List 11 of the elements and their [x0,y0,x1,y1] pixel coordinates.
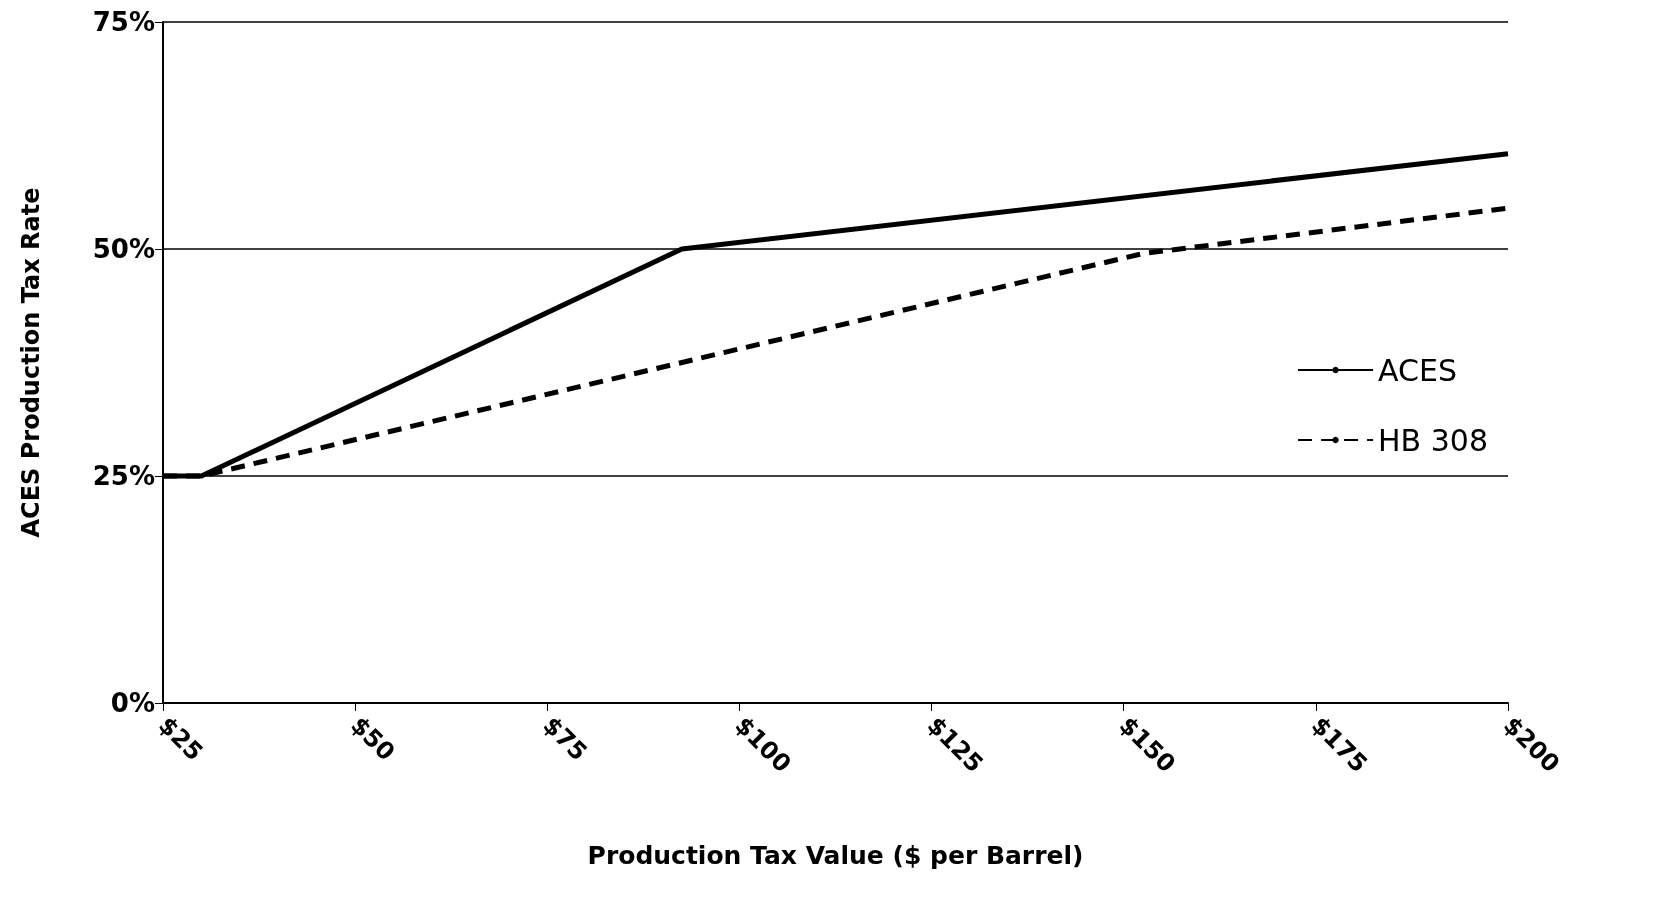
y-tick-label: 50% [92,234,155,264]
legend-label: HB 308 [1378,422,1488,458]
y-tick-label: 0% [110,688,155,718]
y-axis-title: ACES Production Tax Rate [17,187,45,538]
x-tick-label: $75 [537,711,593,767]
y-tick-label: 25% [92,461,155,491]
x-tick-label: $25 [153,711,209,767]
y-tick-label: 75% [92,7,155,37]
legend-label: ACES [1378,352,1458,388]
x-axis-title: Production Tax Value ($ per Barrel) [587,841,1084,870]
x-tick-label: $50 [345,711,401,767]
